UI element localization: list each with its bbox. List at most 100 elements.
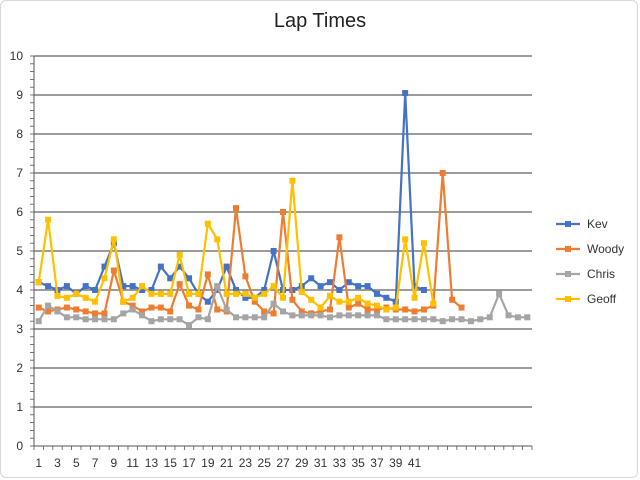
data-point [92,287,99,293]
data-point [186,302,193,309]
data-point [129,283,136,290]
y-tick-label: 8 [16,127,23,141]
data-point [373,290,380,297]
data-point [167,275,174,282]
data-point [289,177,296,184]
data-point [336,287,343,293]
data-point [110,236,117,243]
legend-label: Chris [587,267,615,281]
data-point [458,316,465,323]
data-point [505,312,512,319]
data-point [45,302,52,309]
data-point [186,322,193,329]
legend-label: Woody [587,242,624,256]
data-point [420,306,427,313]
data-point [270,300,277,307]
data-point [110,316,117,323]
data-point [449,296,456,303]
gridlines [34,55,532,408]
data-point [345,298,352,305]
data-point [514,314,521,321]
data-point [242,290,249,297]
data-point [477,316,484,323]
legend-marker [565,221,571,227]
y-tick-label: 9 [16,88,23,102]
data-point [411,294,418,301]
data-point [195,314,202,321]
data-point [63,294,70,301]
data-point [139,312,146,319]
x-tick-label: 15 [164,456,178,470]
data-point [326,279,333,286]
legend-marker [565,271,571,277]
data-point [101,275,108,282]
data-point [148,304,155,311]
data-point [251,294,258,301]
series-lines [35,90,531,329]
data-point [486,314,493,321]
data-point [373,306,380,313]
data-point [167,316,174,323]
x-tick-label: 29 [295,456,309,470]
y-tick-label: 3 [16,322,23,336]
data-point [439,318,446,325]
data-point [430,316,437,323]
data-point [82,308,89,315]
data-point [364,306,371,313]
data-point [251,314,258,321]
data-point [439,170,446,176]
chart-title: Lap Times [273,10,367,32]
legend-item: Kev [556,217,608,231]
data-point [336,298,343,305]
data-point [214,236,221,243]
legend-item: Chris [556,267,615,281]
data-point [458,304,465,311]
data-point [402,90,409,97]
data-point [420,287,427,293]
data-point [242,294,249,301]
x-tick-label: 5 [73,456,80,470]
data-point [92,298,99,305]
data-point [449,316,456,323]
data-point [63,314,70,321]
series-geoff [35,177,437,313]
x-tick-label: 1 [35,456,42,470]
data-point [355,283,362,290]
data-point [63,283,70,290]
data-point [73,306,80,313]
data-point [157,316,164,323]
data-point [317,308,324,315]
data-point [430,300,437,307]
data-point [298,308,305,315]
y-tick-label: 1 [16,400,23,414]
legend-item: Geoff [556,292,617,306]
data-point [420,316,427,323]
legend-label: Kev [587,217,608,231]
y-tick-label: 10 [10,49,24,63]
y-axis: 0 1 2 3 4 5 6 7 8 9 10 [10,49,35,453]
data-point [157,290,164,297]
data-point [139,287,146,293]
x-tick-label: 37 [370,456,384,470]
data-point [176,281,183,288]
x-tick-label: 31 [314,456,328,470]
data-point [214,283,221,290]
data-point [383,316,390,323]
data-point [148,318,155,325]
data-point [383,294,390,301]
data-point [82,294,89,301]
data-point [186,275,193,282]
data-point [392,304,399,311]
data-point [280,209,286,215]
data-point [345,312,352,319]
data-point [186,290,193,297]
data-point [326,314,333,321]
data-point [148,287,155,293]
data-point [176,251,183,258]
y-tick-label: 0 [16,439,23,453]
data-point [242,314,249,321]
data-point [411,316,418,323]
data-point [63,304,70,311]
